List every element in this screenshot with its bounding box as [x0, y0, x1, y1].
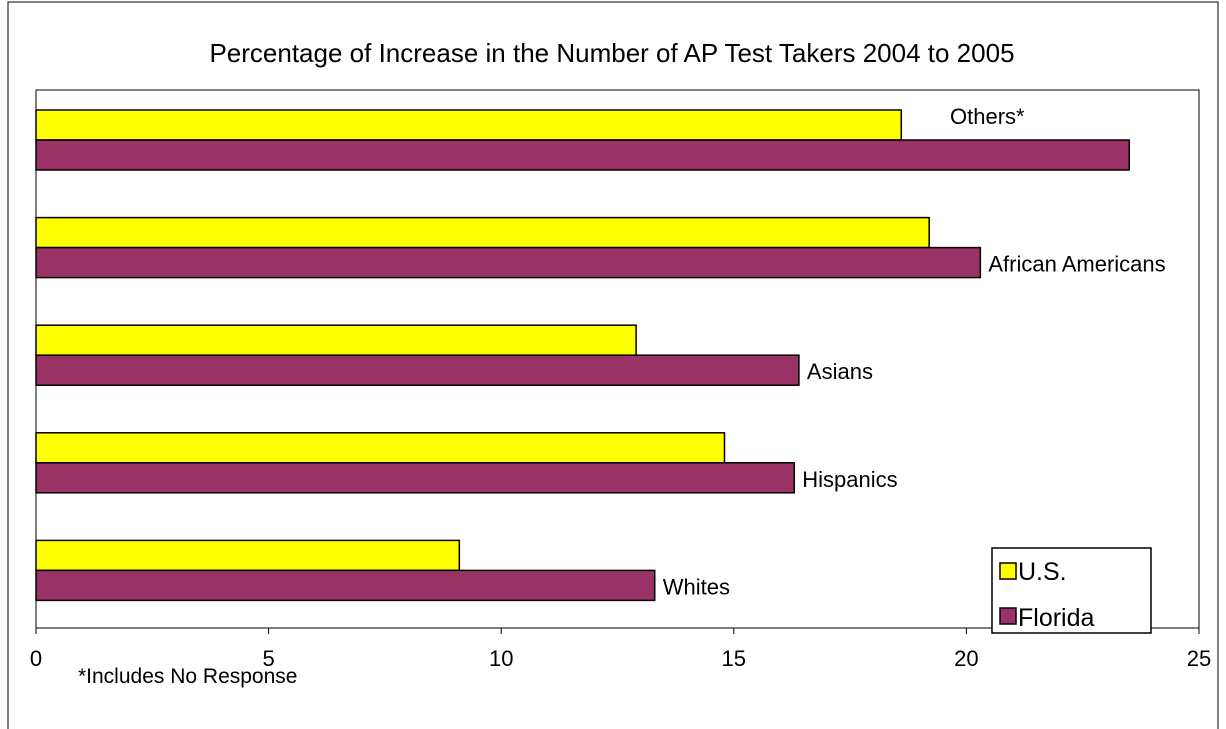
- legend-swatch-us: [999, 562, 1017, 580]
- x-tick-label: 25: [1187, 646, 1211, 671]
- bars-layer: [35, 109, 1130, 602]
- bar-u-s-asians: [35, 324, 637, 356]
- legend-label-florida: Florida: [1018, 604, 1095, 632]
- legend: U.S. Florida: [991, 547, 1152, 634]
- legend-box: [991, 547, 1152, 634]
- category-label: Hispanics: [802, 467, 897, 492]
- x-tick-label: 15: [722, 646, 746, 671]
- footnote: *Includes No Response: [78, 665, 297, 688]
- bar-florida-asians: [35, 354, 800, 386]
- bar-florida-whites: [35, 569, 656, 602]
- category-label: Whites: [663, 574, 730, 599]
- category-label: Asians: [807, 359, 873, 384]
- x-tick-label: 5: [262, 646, 274, 671]
- category-label: Others*: [950, 104, 1025, 129]
- x-tick-label: 20: [954, 646, 978, 671]
- bar-u-s-african-americans: [35, 216, 930, 249]
- bar-florida-others: [35, 139, 1130, 171]
- category-labels-layer: Others* African Americans Asians Hispanics W…: [663, 104, 1166, 599]
- x-tick-label: 10: [489, 646, 513, 671]
- bar-florida-african-americans: [35, 246, 982, 279]
- legend-swatch-florida: [999, 607, 1017, 625]
- bar-u-s-others: [35, 109, 903, 141]
- legend-label-us: U.S.: [1018, 558, 1067, 586]
- bar-u-s-hispanics: [35, 432, 726, 464]
- category-label: African Americans: [988, 252, 1165, 277]
- x-axis: 0 5 10 15 20 25: [30, 628, 1211, 671]
- x-tick-label: 0: [30, 646, 42, 671]
- bar-u-s-whites: [35, 539, 461, 572]
- bar-florida-hispanics: [35, 462, 796, 494]
- chart-title: Percentage of Increase in the Number of …: [209, 38, 1014, 68]
